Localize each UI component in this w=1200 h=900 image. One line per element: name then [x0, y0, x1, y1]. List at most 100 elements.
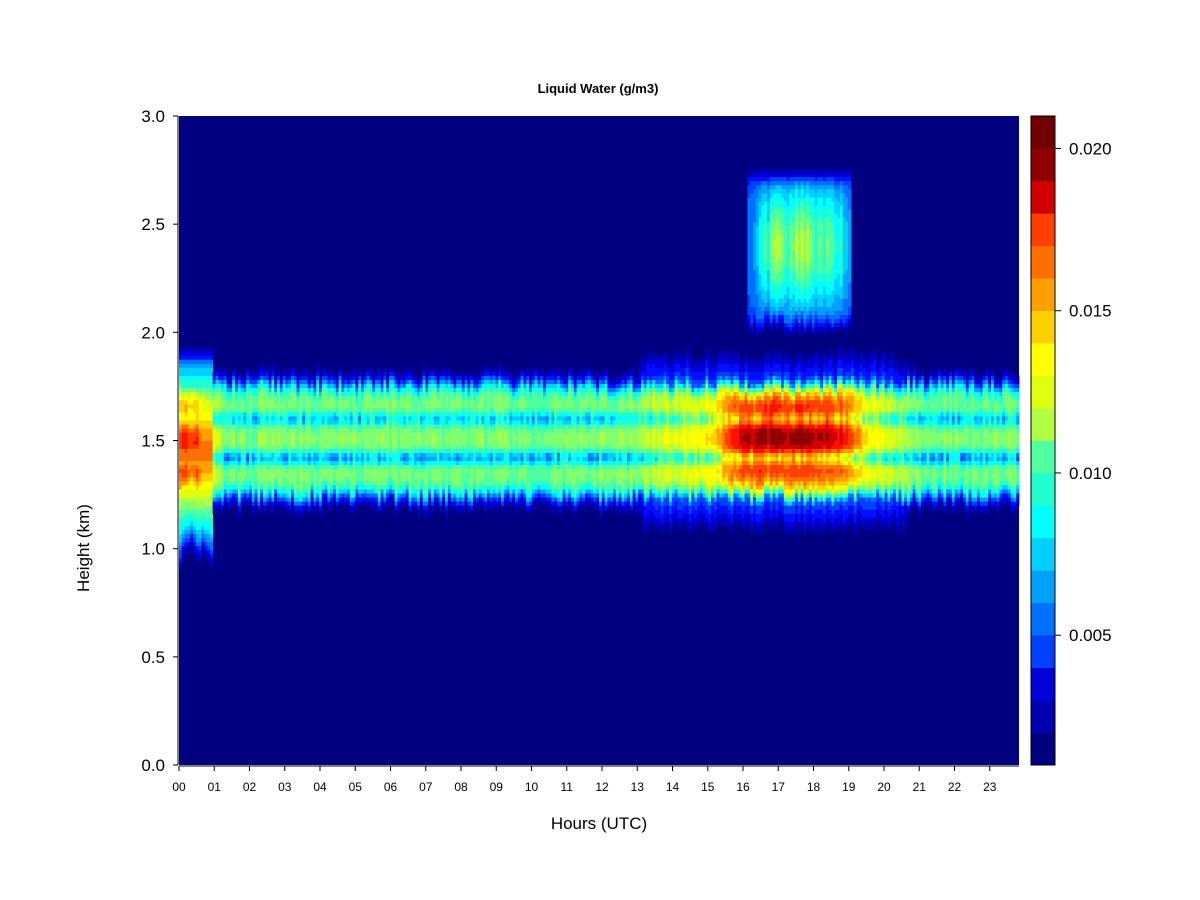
heatmap-cell	[355, 481, 359, 486]
heatmap-cell	[652, 363, 656, 376]
heatmap-cell	[478, 383, 482, 389]
heatmap-cell	[369, 428, 373, 449]
heatmap-cell	[531, 485, 535, 490]
heatmap-cell	[596, 444, 600, 449]
heatmap-cell	[624, 497, 628, 502]
heatmap-cell	[237, 460, 241, 466]
heatmap-cell	[190, 521, 194, 526]
heatmap-cell	[316, 489, 320, 494]
heatmap-cell	[587, 493, 591, 498]
heatmap-cell	[571, 391, 575, 401]
heatmap-cell	[677, 444, 681, 449]
heatmap-cell	[713, 493, 717, 498]
heatmap-cell	[629, 493, 633, 498]
heatmap-cell	[615, 424, 619, 429]
heatmap-cell	[601, 444, 605, 449]
heatmap-cell	[688, 383, 692, 389]
heatmap-cell	[534, 387, 538, 393]
heatmap-cell	[590, 416, 594, 425]
heatmap-cell	[495, 375, 499, 380]
heatmap-cell	[380, 387, 384, 393]
heatmap-cell	[257, 448, 261, 453]
heatmap-cell	[576, 412, 580, 417]
heatmap-cell	[487, 412, 491, 417]
heatmap-cell	[372, 505, 376, 510]
heatmap-cell	[523, 383, 527, 389]
heatmap-cell	[691, 489, 695, 494]
heatmap-cell	[568, 408, 572, 413]
heatmap-cell	[187, 367, 191, 376]
heatmap-cell	[209, 379, 213, 389]
heatmap-cell	[529, 460, 533, 466]
heatmap-cell	[599, 513, 603, 518]
heatmap-cell	[635, 408, 639, 413]
heatmap-cell	[613, 456, 617, 462]
heatmap-cell	[495, 481, 499, 490]
heatmap-cell	[621, 452, 625, 462]
heatmap-cell	[254, 412, 258, 417]
heatmap-cell	[576, 452, 580, 458]
heatmap-cell	[288, 420, 292, 425]
heatmap-cell	[694, 412, 698, 417]
heatmap-cell	[638, 481, 642, 486]
heatmap-cell	[576, 497, 580, 502]
heatmap-cell	[212, 424, 216, 429]
heatmap-cell	[677, 521, 681, 531]
heatmap-cell	[607, 501, 611, 506]
heatmap-cell	[391, 399, 395, 409]
heatmap-cell	[433, 428, 437, 437]
heatmap-cell	[405, 460, 409, 466]
heatmap-cell	[417, 391, 421, 397]
heatmap-cell	[184, 545, 188, 551]
heatmap-cell	[263, 489, 267, 494]
heatmap-cell	[293, 379, 297, 385]
heatmap-cell	[498, 501, 502, 506]
heatmap-cell	[624, 420, 628, 425]
heatmap-cell	[543, 412, 547, 417]
heatmap-cell	[669, 399, 673, 405]
heatmap-cell	[223, 387, 227, 393]
heatmap-cell	[249, 412, 253, 417]
heatmap-cell	[487, 387, 491, 393]
heatmap-cell	[660, 379, 664, 385]
heatmap-cell	[618, 412, 622, 417]
heatmap-cell	[226, 456, 230, 462]
heatmap-cell	[543, 501, 547, 506]
heatmap-cell	[229, 375, 233, 380]
heatmap-cell	[523, 481, 527, 486]
heatmap-cell	[579, 460, 583, 466]
heatmap-cell	[246, 375, 250, 380]
heatmap-cell	[699, 432, 703, 449]
heatmap-cell	[459, 424, 463, 429]
heatmap-cell	[702, 460, 706, 466]
heatmap-cell	[501, 412, 505, 417]
heatmap-cell	[285, 383, 289, 389]
heatmap-cell	[685, 428, 689, 449]
heatmap-cell	[195, 554, 199, 563]
heatmap-cell	[240, 464, 244, 482]
heatmap-cell	[517, 452, 521, 462]
heatmap-cell	[646, 424, 650, 429]
heatmap-cell	[291, 493, 295, 498]
heatmap-cell	[321, 464, 325, 470]
heatmap-cell	[481, 452, 485, 458]
heatmap-cell	[181, 497, 185, 502]
heatmap-cell	[226, 460, 230, 466]
heatmap-cell	[576, 444, 580, 449]
heatmap-cell	[193, 391, 197, 397]
heatmap-cell	[204, 509, 208, 518]
heatmap-cell	[495, 468, 499, 482]
heatmap-cell	[187, 428, 191, 433]
heatmap-cell	[475, 489, 479, 494]
heatmap-cell	[537, 460, 541, 466]
heatmap-cell	[459, 489, 463, 494]
heatmap-cell	[447, 424, 451, 429]
heatmap-cell	[383, 501, 387, 506]
heatmap-cell	[531, 367, 535, 372]
heatmap-cell	[565, 408, 569, 413]
heatmap-cell	[456, 468, 460, 486]
heatmap-cell	[232, 460, 236, 466]
heatmap-cell	[459, 452, 463, 458]
heatmap-cell	[445, 497, 449, 502]
heatmap-cell	[694, 371, 698, 380]
